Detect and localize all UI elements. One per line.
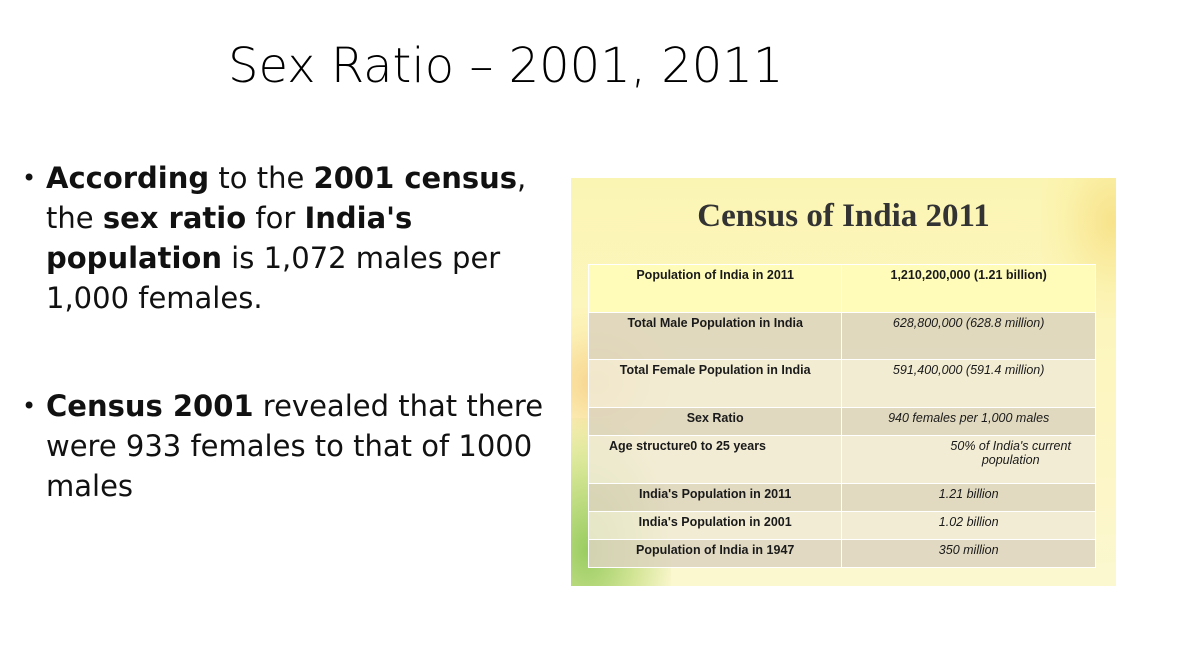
bullet-dot-icon: • [22,392,37,420]
row-value: 1,210,200,000 (1.21 billion) [841,264,1096,313]
bullet-item-2: • Census 2001 revealed that there were 9… [22,386,552,506]
row-value: 940 females per 1,000 males [841,407,1096,436]
row-label: India's Population in 2011 [587,483,843,512]
bullet-1-text: to the [209,161,314,195]
row-value: 591,400,000 (591.4 million) [841,359,1096,408]
table-row: Total Male Population in India 628,800,0… [587,312,1096,360]
row-label: Sex Ratio [587,407,843,436]
census-table: Population of India in 2011 1,210,200,00… [587,264,1096,568]
bullet-1-text: for [246,201,305,235]
row-label: India's Population in 2001 [587,511,843,540]
table-row: India's Population in 2011 1.21 billion [587,483,1096,512]
row-value: 50% of India's current population [841,435,1096,484]
bullet-1-text-bold: India's population [46,201,413,275]
row-value: 628,800,000 (628.8 million) [841,312,1096,360]
row-value: 1.02 billion [841,511,1096,540]
bullet-1-text-bold: 2001 census [313,161,518,195]
census-image-title: Census of India 2011 [697,198,990,234]
bullet-2-text-bold: Census 2001 [46,389,254,423]
row-value: 350 million [841,539,1096,568]
bullet-1-text-bold: sex ratio [102,201,247,235]
bullet-1-text: , the [46,161,527,235]
census-india-2011-image: Census of India 2011 Population of India… [571,178,1116,586]
row-label: Population of India in 2011 [587,264,843,313]
row-value: 1.21 billion [841,483,1096,512]
row-label: Age structure0 to 25 years [587,435,843,484]
table-row: Total Female Population in India 591,400… [587,359,1096,408]
bullet-list: • According to the 2001 census, the sex … [22,158,552,506]
table-row: Sex Ratio 940 females per 1,000 males [587,407,1096,436]
table-row: Age structure0 to 25 years 50% of India'… [587,435,1096,484]
bullet-item-1: • According to the 2001 census, the sex … [22,158,552,318]
table-row: Population of India in 1947 350 million [587,539,1096,568]
bullet-1-text-bold: According [46,161,210,195]
bullet-2-text: revealed that there were 933 females to … [46,389,544,503]
bullet-1-text: is 1,072 males per 1,000 females. [46,241,501,315]
table-row: Population of India in 2011 1,210,200,00… [587,264,1096,313]
bullet-dot-icon: • [22,164,37,192]
slide-title: Sex Ratio – 2001, 2011 [228,38,784,94]
table-row: India's Population in 2001 1.02 billion [587,511,1096,540]
row-label: Population of India in 1947 [587,539,843,568]
row-label: Total Male Population in India [587,312,843,360]
row-label: Total Female Population in India [587,359,843,408]
